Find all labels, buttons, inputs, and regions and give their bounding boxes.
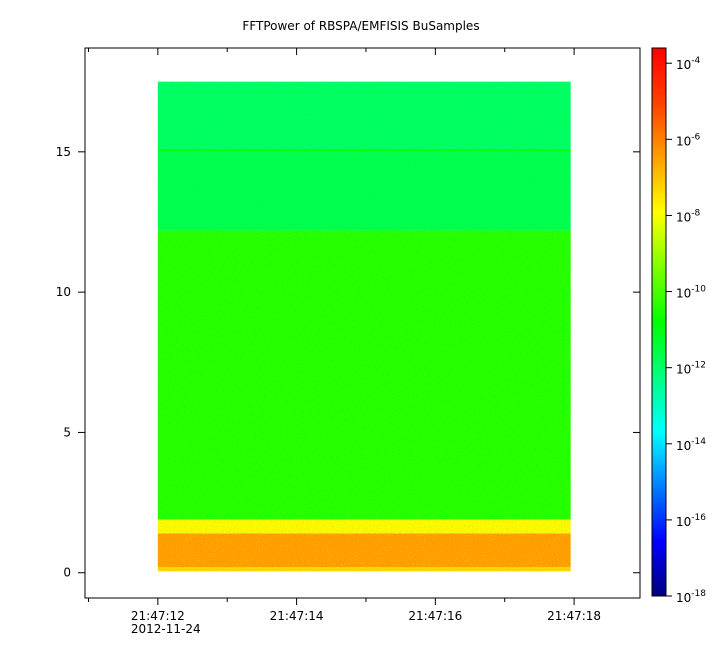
colorbar xyxy=(651,47,667,597)
x-tick-label-2: 21:47:16 xyxy=(408,609,462,623)
colorbar-tick-label-1: 10-6 xyxy=(676,132,701,148)
power-band-texture-1 xyxy=(157,533,571,568)
colorbar-tick-label-3: 10-10 xyxy=(676,285,706,301)
colorbar-tick-label-4: 10-12 xyxy=(676,361,706,377)
colorbar-tick-label-5: 10-14 xyxy=(676,437,706,453)
power-band-texture-2 xyxy=(157,519,571,534)
power-band-texture-3 xyxy=(157,230,571,520)
colorbar-tick-label-7: 10-18 xyxy=(676,589,706,605)
spectrogram-image xyxy=(157,81,571,572)
x-tick-label-0: 21:47:12 xyxy=(131,609,185,623)
y-tick-label-1: 5 xyxy=(63,425,71,439)
y-tick-label-2: 10 xyxy=(56,285,71,299)
colorbar-tick-label-0: 10-4 xyxy=(676,56,701,72)
power-band-texture-0 xyxy=(157,567,571,572)
colorbar-tick-label-6: 10-16 xyxy=(676,513,706,529)
x-tick-label-1: 21:47:14 xyxy=(270,609,324,623)
power-band-texture-6 xyxy=(157,81,571,150)
colorbar-tick-label-2: 10-8 xyxy=(676,208,701,224)
x-tick-label-3: 21:47:18 xyxy=(547,609,601,623)
y-tick-label-3: 15 xyxy=(56,145,71,159)
y-tick-label-0: 0 xyxy=(63,566,71,580)
x-tick-sublabel-0: 2012-11-24 xyxy=(131,622,201,636)
y-axis: 0 5 10 15 xyxy=(56,145,640,580)
colorbar-axis: 10-4 10-6 10-8 10-10 10-12 10-14 10-16 10-18 xyxy=(666,56,706,605)
power-band-texture-4 xyxy=(157,151,571,231)
power-band-texture-5 xyxy=(157,149,571,152)
chart-title: FFTPower of RBSPA/EMFISIS BuSamples xyxy=(242,19,479,33)
